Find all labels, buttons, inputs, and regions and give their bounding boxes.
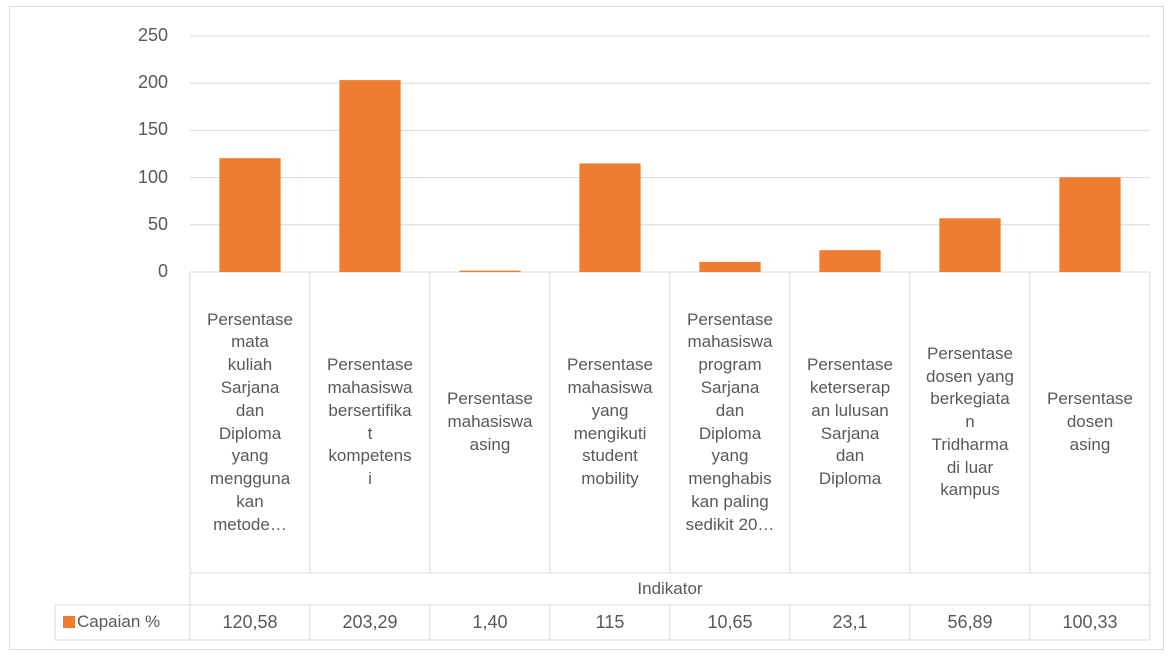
y-tick-label: 50 — [147, 213, 168, 234]
data-table-value: 115 — [595, 612, 625, 633]
legend-key — [63, 616, 75, 628]
bar — [339, 80, 401, 272]
category-label: Persentase mahasiswa asing — [447, 389, 533, 454]
data-table-value: 23,1 — [832, 612, 868, 633]
category-label: Persentase mahasiswa bersertifika t komp… — [327, 355, 413, 489]
category-label: Persentase keterserap an lulusan Sarjana… — [807, 355, 893, 489]
x-axis-title: Indikator — [637, 578, 703, 598]
y-tick-label: 250 — [137, 25, 168, 45]
y-tick-label: 150 — [137, 119, 168, 140]
data-table-value: 203,29 — [342, 612, 398, 633]
bar — [579, 163, 641, 272]
category-label: Persentase mahasiswa program Sarjana dan… — [685, 309, 775, 534]
y-tick-label: 0 — [157, 261, 168, 281]
bar — [219, 158, 281, 272]
bar — [699, 261, 761, 272]
y-tick-label: 200 — [137, 72, 168, 93]
category-label: Persentase dosen asing — [1047, 389, 1133, 454]
bar — [1059, 177, 1121, 272]
data-table-value: 100,33 — [1062, 612, 1118, 633]
data-table-value: 1,40 — [472, 612, 508, 633]
chart-border — [9, 6, 1164, 650]
data-table-value: 56,89 — [947, 612, 993, 633]
legend-label: Capaian % — [77, 612, 161, 632]
bar — [459, 270, 521, 272]
category-label: Persentase dosen yang berkegiata n Tridh… — [926, 343, 1014, 500]
data-table-value: 120,58 — [222, 612, 278, 633]
category-label: Persentase mahasiswa yang mengikuti stud… — [567, 355, 653, 489]
bar — [819, 250, 881, 272]
bar — [939, 218, 1001, 272]
data-table-value: 10,65 — [707, 612, 753, 633]
y-tick-label: 100 — [137, 166, 168, 187]
category-label: Persentase mata kuliah Sarjana dan Diplo… — [207, 309, 293, 534]
